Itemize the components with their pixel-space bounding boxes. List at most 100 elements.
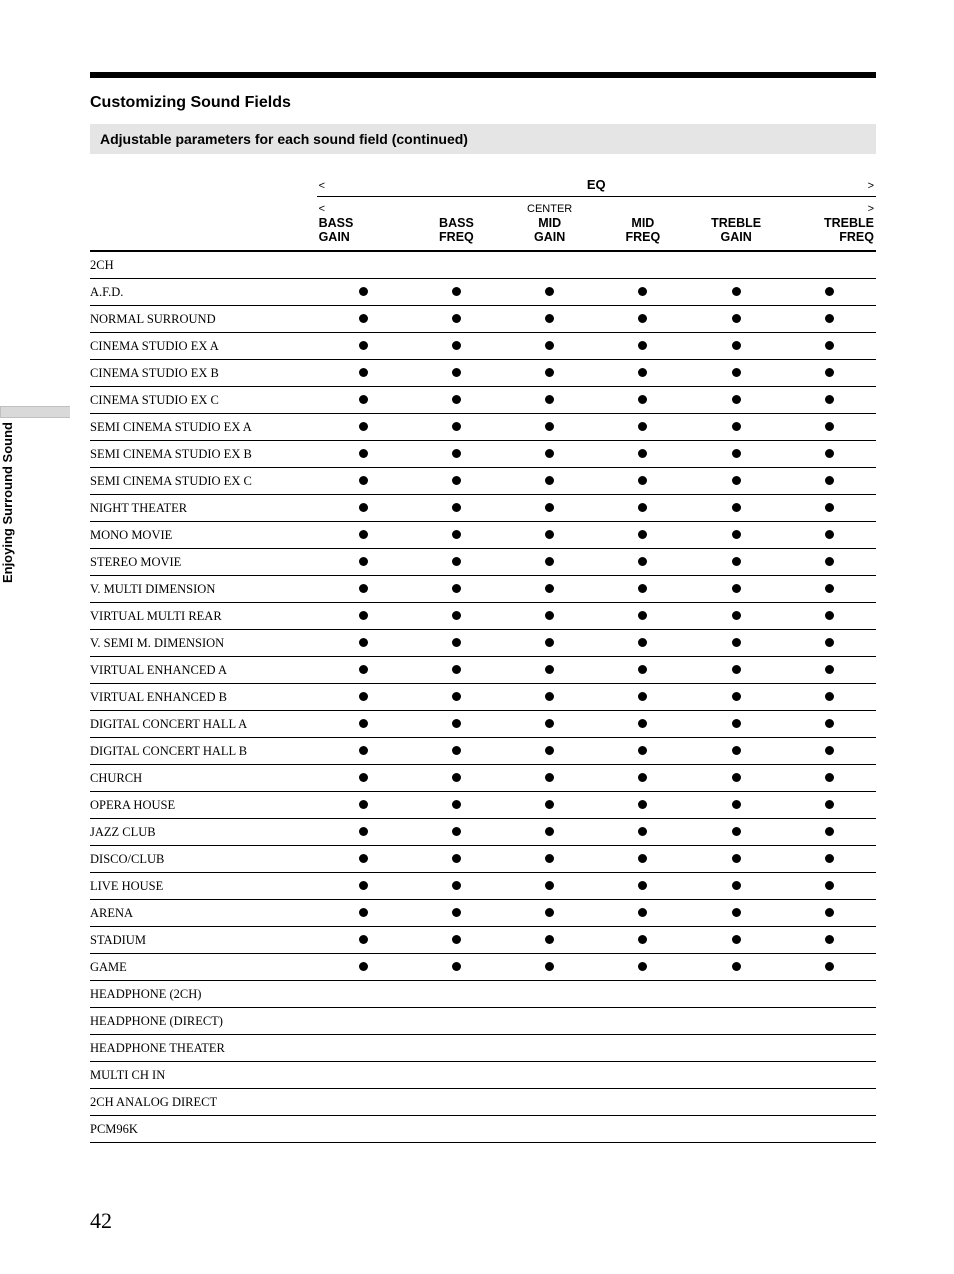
param-cell: [503, 333, 596, 360]
param-cell: [317, 522, 410, 549]
param-cell: [596, 576, 689, 603]
param-cell: [410, 279, 503, 306]
param-cell: [596, 738, 689, 765]
dot-icon: [638, 719, 647, 728]
param-cell: [783, 603, 876, 630]
param-cell: [783, 333, 876, 360]
param-cell: [690, 387, 783, 414]
param-cell: [410, 630, 503, 657]
param-cell: [410, 819, 503, 846]
param-cell: [596, 819, 689, 846]
dot-icon: [452, 638, 461, 647]
dot-icon: [732, 341, 741, 350]
param-cell: [690, 1035, 783, 1062]
dot-icon: [732, 908, 741, 917]
param-cell: [783, 1008, 876, 1035]
dot-icon: [359, 800, 368, 809]
param-cell: [410, 441, 503, 468]
param-cell: [503, 603, 596, 630]
param-cell: [410, 846, 503, 873]
param-cell: [410, 468, 503, 495]
param-cell: [317, 414, 410, 441]
dot-icon: [638, 449, 647, 458]
document-page: Customizing Sound Fields Adjustable para…: [0, 0, 954, 1274]
table-row: VIRTUAL MULTI REAR: [90, 603, 876, 630]
col-header: CENTERMIDGAIN: [503, 196, 596, 251]
dot-icon: [359, 287, 368, 296]
row-label: CINEMA STUDIO EX C: [90, 387, 317, 414]
dot-icon: [452, 287, 461, 296]
param-cell: [503, 981, 596, 1008]
dot-icon: [825, 395, 834, 404]
param-cell: [690, 981, 783, 1008]
param-cell: [783, 549, 876, 576]
dot-icon: [638, 557, 647, 566]
table-row: SEMI CINEMA STUDIO EX A: [90, 414, 876, 441]
dot-icon: [359, 692, 368, 701]
param-cell: [596, 549, 689, 576]
param-cell: [503, 1116, 596, 1143]
dot-icon: [452, 827, 461, 836]
dot-icon: [825, 422, 834, 431]
dot-icon: [545, 314, 554, 323]
table-row: HEADPHONE (2CH): [90, 981, 876, 1008]
dot-icon: [732, 638, 741, 647]
dot-icon: [545, 638, 554, 647]
param-cell: [690, 765, 783, 792]
param-cell: [783, 414, 876, 441]
param-cell: [596, 306, 689, 333]
table-row: VIRTUAL ENHANCED B: [90, 684, 876, 711]
dot-icon: [452, 665, 461, 674]
table-row: SEMI CINEMA STUDIO EX B: [90, 441, 876, 468]
dot-icon: [825, 665, 834, 674]
dot-icon: [638, 503, 647, 512]
dot-icon: [452, 584, 461, 593]
table-row: OPERA HOUSE: [90, 792, 876, 819]
dot-icon: [359, 314, 368, 323]
dot-icon: [452, 530, 461, 539]
dot-icon: [732, 692, 741, 701]
param-cell: [410, 873, 503, 900]
param-cell: [410, 711, 503, 738]
group-left-arrow: <: [317, 174, 410, 196]
param-cell: [690, 522, 783, 549]
dot-icon: [452, 692, 461, 701]
param-cell: [317, 846, 410, 873]
param-cell: [783, 360, 876, 387]
param-cell: [503, 522, 596, 549]
dot-icon: [638, 746, 647, 755]
dot-icon: [545, 827, 554, 836]
dot-icon: [825, 962, 834, 971]
param-cell: [690, 414, 783, 441]
dot-icon: [545, 368, 554, 377]
param-cell: [503, 954, 596, 981]
param-cell: [783, 306, 876, 333]
subhead-bar: Adjustable parameters for each sound fie…: [90, 124, 876, 154]
param-cell: [410, 1008, 503, 1035]
row-label: VIRTUAL ENHANCED B: [90, 684, 317, 711]
dot-icon: [825, 557, 834, 566]
col-header: >TREBLEFREQ: [783, 196, 876, 251]
param-cell: [690, 630, 783, 657]
dot-icon: [732, 422, 741, 431]
dot-icon: [359, 746, 368, 755]
dot-icon: [452, 449, 461, 458]
dot-icon: [452, 773, 461, 782]
param-cell: [783, 279, 876, 306]
dot-icon: [452, 314, 461, 323]
dot-icon: [825, 881, 834, 890]
row-label: JAZZ CLUB: [90, 819, 317, 846]
dot-icon: [452, 476, 461, 485]
param-cell: [503, 927, 596, 954]
param-cell: [410, 954, 503, 981]
row-label: V. MULTI DIMENSION: [90, 576, 317, 603]
param-cell: [317, 360, 410, 387]
dot-icon: [545, 584, 554, 593]
row-label: LIVE HOUSE: [90, 873, 317, 900]
dot-icon: [359, 503, 368, 512]
row-label: V. SEMI M. DIMENSION: [90, 630, 317, 657]
dot-icon: [732, 395, 741, 404]
param-cell: [503, 765, 596, 792]
dot-icon: [638, 827, 647, 836]
table-row: NORMAL SURROUND: [90, 306, 876, 333]
